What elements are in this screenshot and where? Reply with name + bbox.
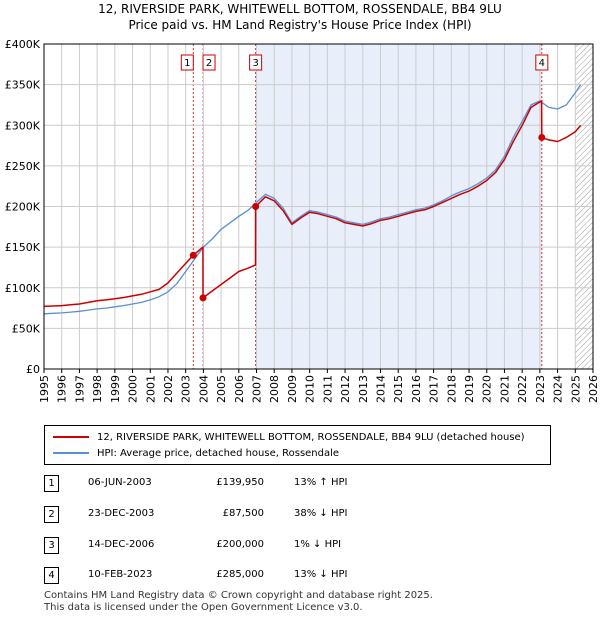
legend: 12, RIVERSIDE PARK, WHITEWELL BOTTOM, RO… — [44, 425, 551, 465]
transaction-price: £87,500 — [222, 508, 264, 519]
x-tick-label: 2010 — [304, 375, 317, 403]
x-tick-label: 2007 — [251, 375, 264, 403]
x-tick-label: 2011 — [321, 375, 334, 403]
x-tick-label: 2005 — [215, 375, 228, 403]
x-tick-label: 2017 — [428, 375, 441, 403]
price-chart: 1 2 3 4 £0 £50K £100K £150K £200K £250K £300K £350… — [5, 38, 600, 403]
sale-label-box — [535, 54, 549, 71]
transaction-number: 2 — [44, 506, 59, 523]
x-tick-label: 2008 — [268, 375, 281, 403]
y-tick-label: £50K — [12, 322, 41, 335]
transaction-hpi: 13% ↓ HPI — [294, 569, 348, 580]
x-tick-label: 2018 — [445, 375, 458, 403]
transaction-date: 23-DEC-2003 — [88, 508, 155, 519]
x-tick-label: 2004 — [197, 375, 210, 403]
x-tick-label: 2023 — [534, 375, 547, 403]
x-tick-label: 2020 — [481, 375, 494, 403]
sale-point — [189, 251, 197, 259]
sale-point — [538, 133, 546, 141]
y-tick-label: £300K — [5, 119, 41, 132]
property-series-line — [43, 100, 582, 308]
x-tick-label: 1995 — [38, 375, 51, 403]
y-tick-label: £400K — [5, 38, 41, 51]
transaction-hpi: 38% ↓ HPI — [294, 508, 348, 519]
footer-copyright: Contains HM Land Registry data © Crown c… — [44, 590, 433, 601]
y-tick-label: £350K — [5, 79, 41, 92]
x-tick-label: 2014 — [374, 375, 387, 403]
legend-swatch-hpi — [53, 452, 89, 454]
y-tick-label: £100K — [5, 282, 41, 295]
x-tick-label: 2022 — [516, 375, 529, 403]
footer-licence: This data is licensed under the Open Gov… — [44, 602, 363, 613]
hpi-series-line — [43, 84, 582, 315]
plot-frame — [43, 43, 594, 370]
x-tick-label: 1996 — [56, 375, 69, 403]
transaction-date: 10-FEB-2023 — [88, 569, 153, 580]
x-tick-label: 2021 — [498, 375, 511, 403]
sale-point — [252, 203, 260, 210]
transaction-number: 1 — [44, 475, 59, 492]
transaction-price: £285,000 — [216, 569, 264, 580]
sale-point — [199, 294, 207, 302]
transaction-hpi: 1% ↓ HPI — [294, 539, 342, 550]
x-tick-label: 2002 — [162, 375, 175, 403]
legend-label-property: 12, RIVERSIDE PARK, WHITEWELL BOTTOM, RO… — [97, 431, 525, 443]
x-tick-label: 2009 — [286, 375, 299, 403]
y-tick-label: £200K — [5, 201, 41, 214]
y-tick-label: £0 — [26, 363, 40, 376]
sale-label: 2 — [206, 58, 212, 69]
sale-label-box — [249, 54, 263, 71]
legend-label-hpi: HPI: Average price, detached house, Ross… — [97, 447, 340, 459]
x-tick-label: 2016 — [410, 375, 423, 403]
sale-label-box — [202, 54, 216, 71]
transaction-number: 3 — [44, 537, 59, 554]
x-tick-label: 1997 — [73, 375, 86, 403]
x-tick-label: 2001 — [144, 375, 157, 403]
x-tick-label: 2019 — [463, 375, 476, 403]
x-tick-label: 2012 — [339, 375, 352, 403]
x-tick-label: 2015 — [392, 375, 405, 403]
x-tick-label: 1998 — [91, 375, 104, 403]
x-tick-label: 2025 — [569, 375, 582, 403]
chart-subtitle: Price paid vs. HM Land Registry's House … — [128, 18, 472, 32]
y-tick-label: £150K — [5, 241, 41, 254]
x-tick-label: 2000 — [127, 375, 140, 403]
x-tick-label: 2006 — [233, 375, 246, 403]
sale-label: 4 — [539, 58, 545, 69]
sale-label: 3 — [252, 58, 258, 69]
x-tick-label: 2003 — [180, 375, 193, 403]
transaction-number: 4 — [44, 567, 59, 584]
transaction-hpi: 13% ↑ HPI — [294, 477, 348, 488]
transaction-date: 06-JUN-2003 — [88, 477, 152, 488]
x-tick-label: 1999 — [109, 375, 122, 403]
transaction-price: £139,950 — [216, 477, 264, 488]
transaction-price: £200,000 — [216, 539, 264, 550]
x-tick-label: 2013 — [357, 375, 370, 403]
sale-label: 1 — [184, 58, 190, 69]
sale-label-box — [180, 54, 194, 71]
x-tick-label: 2024 — [552, 375, 565, 403]
transaction-date: 14-DEC-2006 — [88, 539, 155, 550]
legend-item-property: 12, RIVERSIDE PARK, WHITEWELL BOTTOM, RO… — [53, 429, 525, 445]
legend-swatch-property — [53, 436, 89, 438]
chart-title-address: 12, RIVERSIDE PARK, WHITEWELL BOTTOM, RO… — [98, 2, 502, 16]
legend-item-hpi: HPI: Average price, detached house, Ross… — [53, 445, 339, 461]
y-tick-label: £250K — [5, 160, 41, 173]
x-tick-label: 2026 — [587, 375, 600, 403]
